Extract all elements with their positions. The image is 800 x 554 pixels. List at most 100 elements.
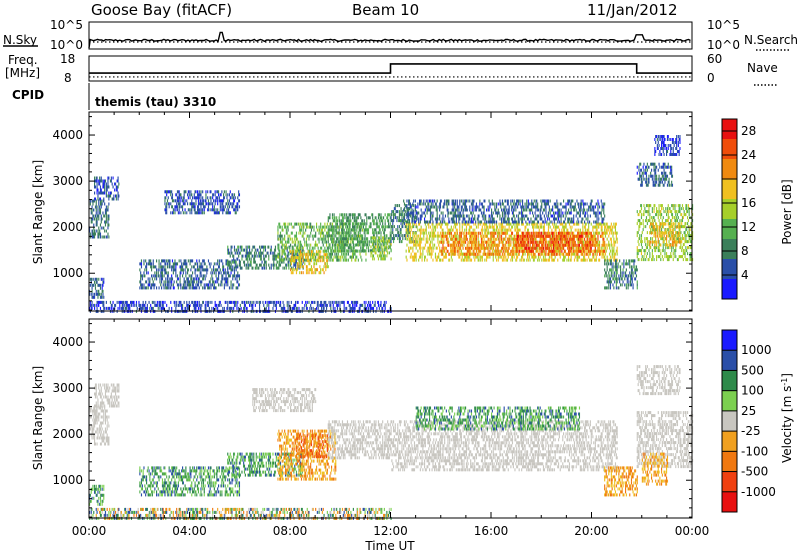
range-cell	[254, 266, 256, 270]
range-cell	[460, 246, 462, 250]
range-cell	[151, 286, 153, 290]
range-cell	[321, 240, 323, 244]
range-cell	[476, 255, 478, 259]
range-cell	[103, 277, 105, 281]
range-cell	[224, 271, 226, 275]
range-cell	[239, 263, 241, 267]
range-cell	[614, 240, 617, 244]
range-cell	[434, 255, 437, 259]
range-cell	[378, 246, 380, 250]
range-cell	[336, 240, 338, 244]
range-cell	[345, 243, 347, 247]
range-cell	[169, 259, 171, 263]
range-cell	[149, 277, 151, 281]
range-cell	[149, 306, 151, 310]
range-cell	[341, 240, 343, 244]
range-cell	[459, 237, 461, 241]
range-cell	[223, 208, 225, 212]
range-cell	[511, 237, 513, 241]
range-cell	[583, 243, 585, 247]
range-cell	[207, 300, 209, 304]
range-cell	[294, 263, 296, 267]
range-cell	[383, 231, 385, 235]
range-cell	[449, 252, 451, 256]
range-cell	[403, 222, 406, 226]
range-cell	[200, 306, 202, 310]
range-cell	[184, 286, 186, 290]
range-cell	[363, 300, 365, 304]
range-cell	[239, 245, 241, 249]
range-cell	[453, 225, 455, 229]
range-cell	[615, 231, 617, 235]
range-cell	[508, 234, 510, 238]
range-cell	[200, 280, 202, 284]
range-cell	[197, 283, 200, 287]
range-cell	[218, 265, 220, 269]
range-cell	[383, 240, 385, 244]
range-cell	[378, 248, 380, 252]
range-cell	[194, 262, 196, 266]
range-cell	[531, 255, 533, 259]
range-cell	[489, 246, 491, 250]
range-cell	[365, 240, 367, 244]
range-cell	[459, 228, 461, 232]
range-cell	[187, 303, 189, 307]
range-cell	[139, 306, 141, 310]
range-cell	[497, 231, 499, 235]
range-cell	[317, 237, 319, 241]
nsearch-tick-top: 10^5	[707, 18, 740, 32]
range-cell	[295, 222, 297, 226]
range-cell	[515, 252, 517, 256]
range-cell	[380, 216, 382, 220]
range-cell	[218, 190, 220, 194]
range-cell	[96, 191, 98, 195]
range-cell	[164, 271, 166, 275]
range-cell	[315, 234, 317, 238]
range-cell	[105, 188, 107, 192]
range-cell	[206, 265, 208, 269]
range-cell	[115, 194, 117, 198]
range-cell	[614, 255, 616, 259]
range-cell	[379, 242, 381, 246]
range-cell	[404, 204, 406, 208]
range-cell	[437, 240, 439, 244]
range-cell	[460, 258, 462, 262]
range-cell	[427, 252, 429, 256]
range-cell	[383, 303, 385, 307]
range-cell	[223, 265, 225, 269]
range-cell	[96, 182, 98, 186]
range-cell	[383, 243, 385, 247]
range-cell	[397, 228, 399, 232]
range-cell	[345, 240, 347, 244]
range-cell	[368, 216, 370, 220]
range-cell	[258, 266, 260, 270]
range-cell	[457, 234, 459, 238]
range-cell	[152, 283, 154, 287]
range-cell	[238, 251, 241, 255]
range-cell	[192, 202, 195, 206]
range-cell	[413, 216, 416, 220]
range-cell	[218, 211, 220, 215]
range-cell	[249, 257, 251, 261]
range-cell	[305, 225, 308, 229]
range-cell	[419, 246, 421, 250]
range-cell	[310, 225, 312, 229]
range-cell	[367, 306, 370, 310]
range-cell	[367, 240, 369, 244]
range-cell	[92, 292, 94, 296]
range-cell	[302, 265, 304, 269]
range-cell	[97, 229, 99, 233]
range-cell	[576, 222, 578, 226]
range-cell	[325, 249, 327, 253]
range-cell	[308, 262, 310, 266]
range-cell	[351, 300, 353, 304]
range-cell	[601, 255, 603, 259]
range-cell	[198, 208, 200, 212]
range-cell	[233, 199, 235, 203]
range-cell	[184, 280, 186, 284]
range-cell	[333, 228, 335, 232]
range-cell	[409, 237, 411, 241]
range-cell	[170, 211, 172, 215]
range-cell	[591, 237, 593, 241]
range-cell	[362, 303, 364, 307]
